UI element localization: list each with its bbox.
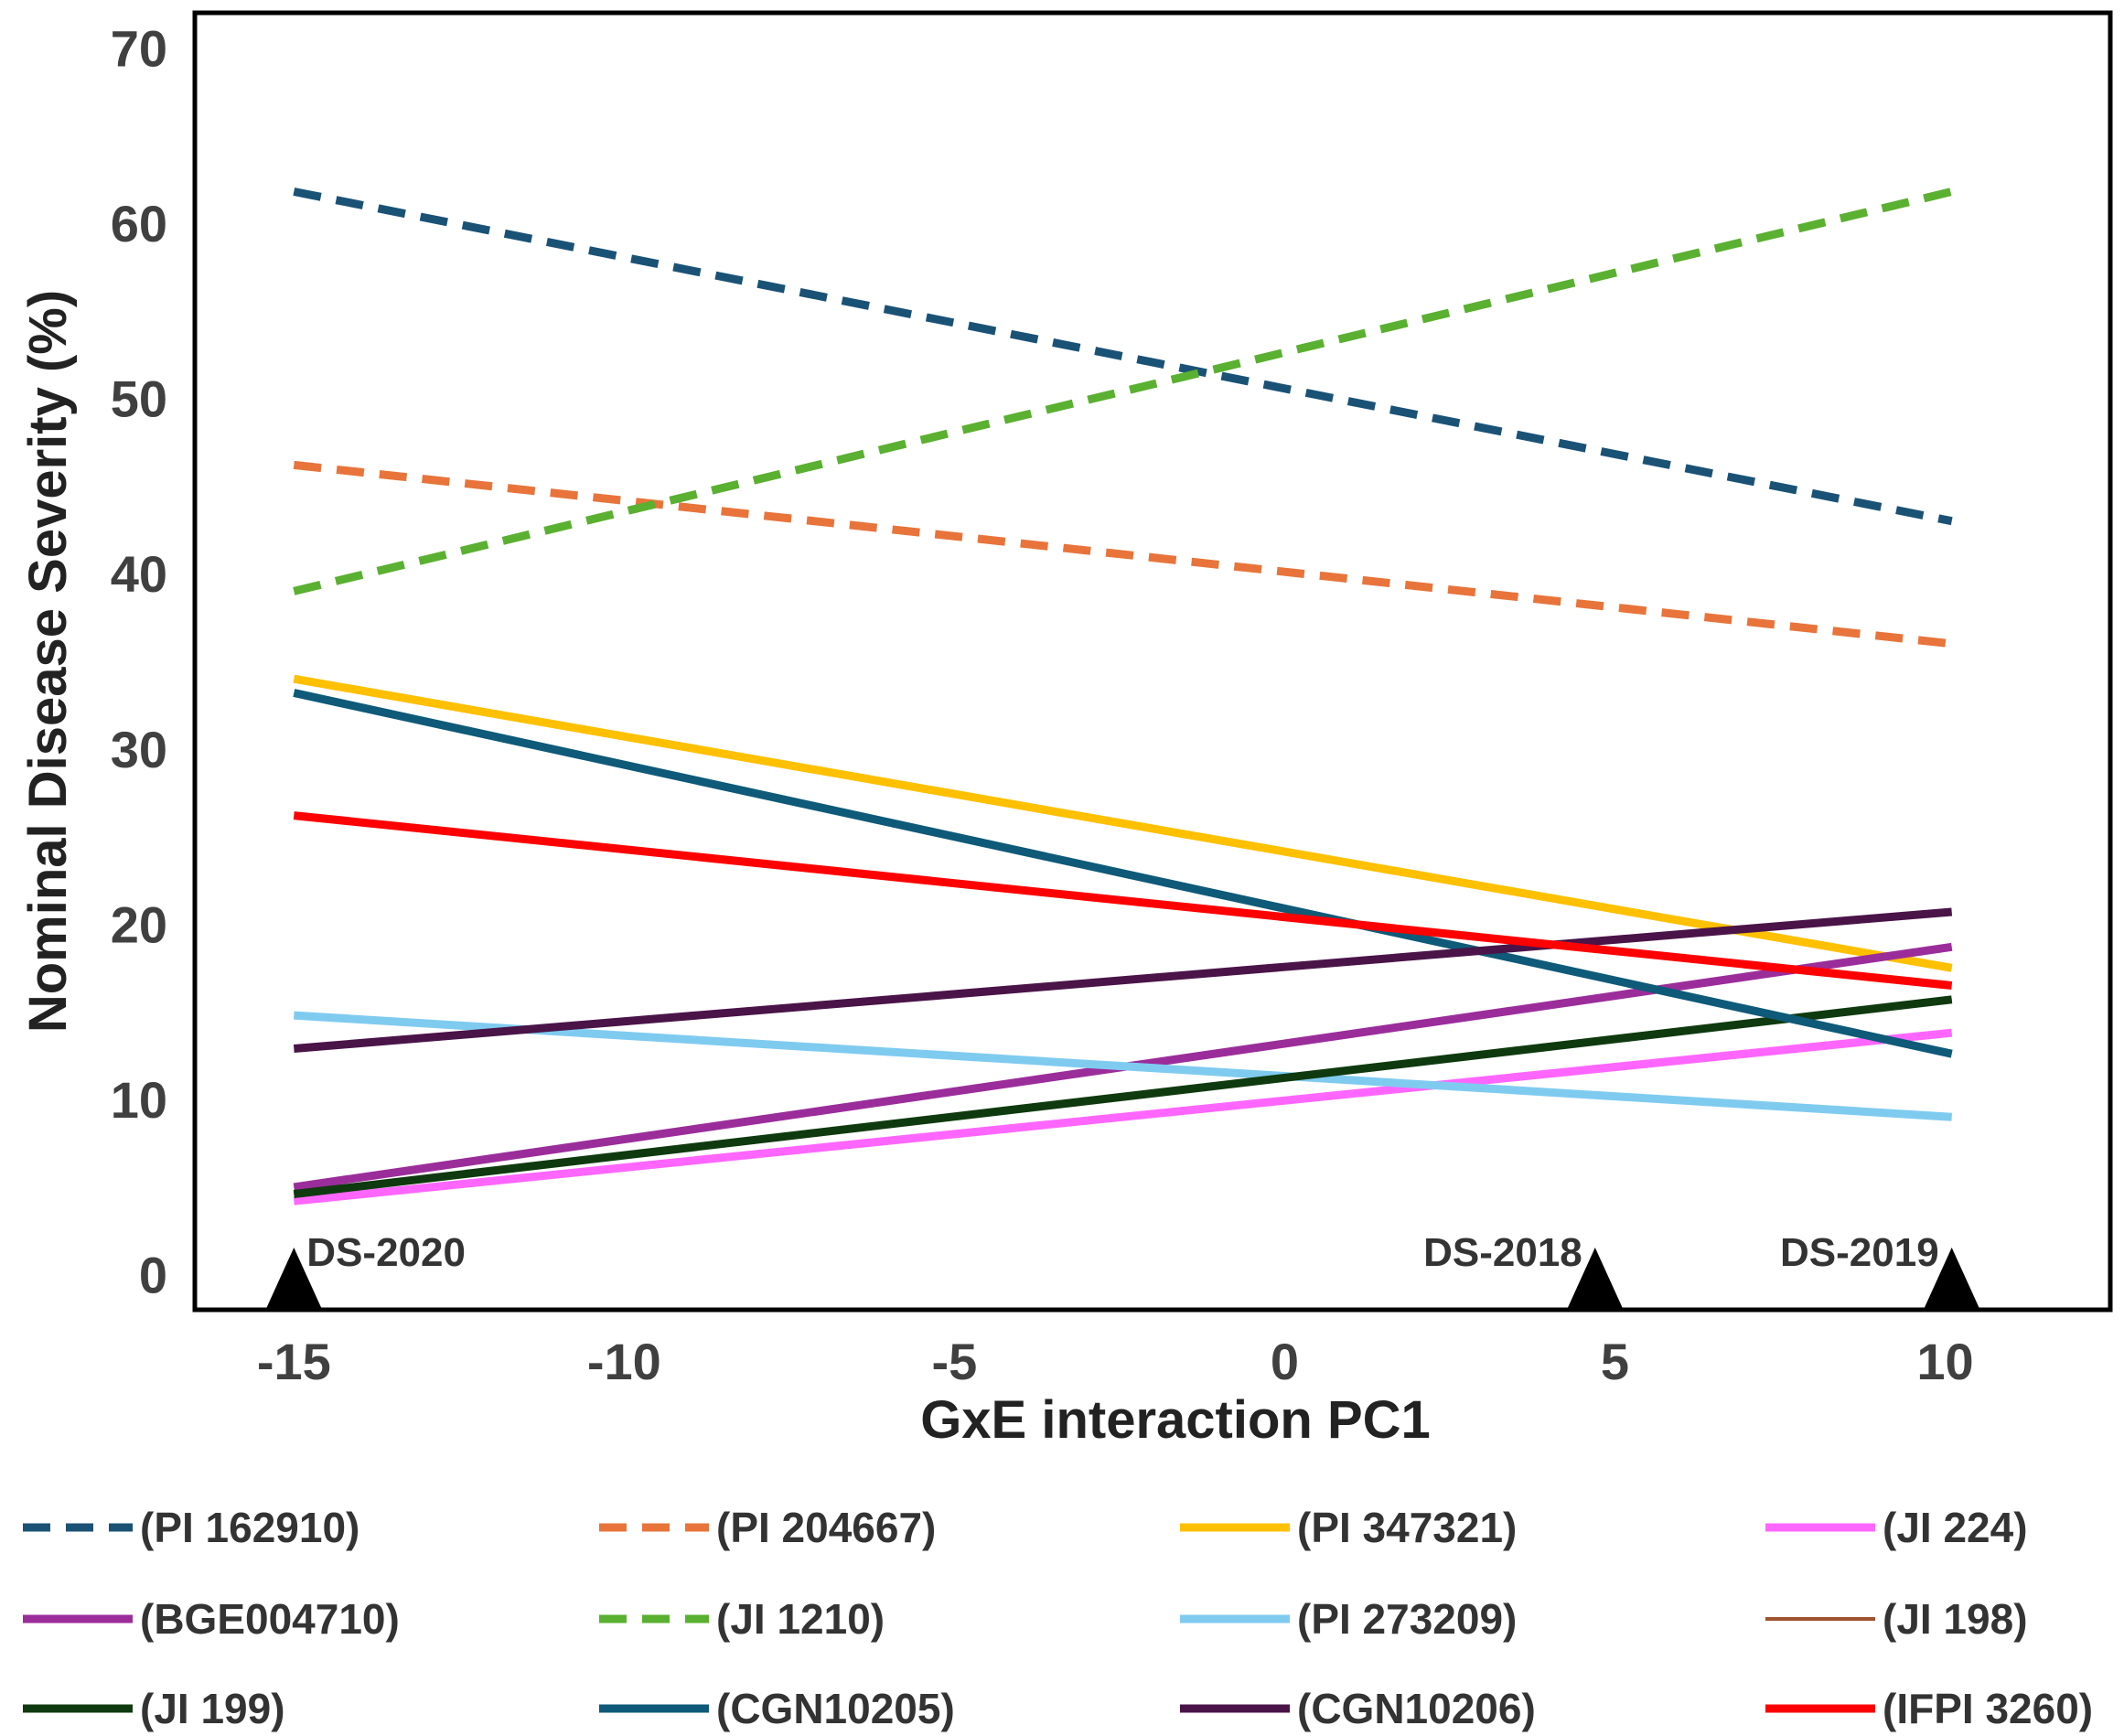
legend-label: (CGN10206) (1297, 1685, 1536, 1732)
environment-label-ds-2020: DS-2020 (306, 1230, 466, 1275)
y-tick-label: 10 (111, 1071, 167, 1129)
legend-label: (JI 198) (1883, 1595, 2028, 1643)
environment-marker-ds-2020 (266, 1248, 322, 1308)
series-line-cgn10206 (293, 907, 1953, 1053)
legend-item-pi-273209: (PI 273209) (1180, 1595, 1517, 1643)
legend-item-cgn10205: (CGN10205) (599, 1685, 955, 1732)
environment-label-ds-2018: DS-2018 (1423, 1230, 1582, 1275)
x-axis-title: GxE interaction PC1 (920, 1390, 1431, 1450)
series-line-ji-224 (293, 1028, 1953, 1206)
series-line-cgn10205 (293, 689, 1953, 1058)
x-tick-label: -15 (257, 1333, 331, 1390)
legend-label: (PI 273209) (1297, 1595, 1517, 1643)
legend: (PI 162910) (PI 204667) (PI 347321) (JI 224… (23, 1504, 2093, 1732)
legend-item-ji-198: (JI 198) (1765, 1595, 2028, 1643)
environment-marker-ds-2018 (1567, 1248, 1623, 1308)
legend-item-ifpi-3260: (IFPI 3260) (1765, 1685, 2093, 1732)
legend-label: (JI 224) (1883, 1504, 2028, 1551)
x-tick-label: 10 (1916, 1333, 1973, 1390)
legend-item-pi-162910: (PI 162910) (23, 1504, 359, 1551)
series-line-pi-347321 (293, 674, 1953, 972)
y-tick-label: 50 (111, 370, 167, 428)
legend-label: (BGE004710) (140, 1595, 400, 1643)
x-tick-label: -5 (931, 1333, 977, 1390)
legend-label: (JI 1210) (716, 1595, 885, 1643)
x-tick-label: 5 (1601, 1333, 1629, 1390)
series-line-pi-204667 (293, 460, 1953, 648)
legend-item-ji-1210: (JI 1210) (599, 1595, 885, 1643)
y-tick-label: 30 (111, 721, 167, 778)
environment-label-ds-2019: DS-2019 (1780, 1230, 1939, 1275)
legend-item-bge004710: (BGE004710) (23, 1595, 400, 1643)
x-tick-label: -10 (587, 1333, 661, 1390)
environment-marker-ds-2019 (1924, 1248, 1979, 1308)
legend-label: (JI 199) (140, 1685, 285, 1732)
legend-label: (CGN10205) (716, 1685, 955, 1732)
series-line-ji-1210 (293, 188, 1953, 595)
series-line-ji-199 (293, 995, 1953, 1198)
y-tick-label: 20 (111, 895, 167, 953)
plot-frame (192, 10, 2113, 1313)
legend-label: (PI 204667) (716, 1504, 936, 1551)
y-tick-label: 60 (111, 195, 167, 252)
y-tick-label: 0 (139, 1247, 167, 1304)
legend-label: (IFPI 3260) (1883, 1685, 2093, 1732)
x-tick-label: 0 (1271, 1333, 1299, 1390)
series-lines (293, 188, 1953, 1206)
legend-item-ji-224: (JI 224) (1765, 1504, 2028, 1551)
legend-item-pi-204667: (PI 204667) (599, 1504, 936, 1551)
legend-label: (PI 347321) (1297, 1504, 1517, 1551)
series-line-pi-273209 (294, 1011, 1952, 1121)
environment-markers: DS-2020 DS-2018 DS-2019 (266, 1230, 1979, 1308)
legend-item-ji-199: (JI 199) (23, 1685, 285, 1732)
legend-item-cgn10206: (CGN10206) (1180, 1685, 1536, 1732)
y-axis-title: Nominal Disease Severity (%) (18, 290, 78, 1033)
legend-label: (PI 162910) (140, 1504, 359, 1551)
y-tick-label: 70 (111, 19, 167, 77)
series-line-pi-162910 (293, 188, 1953, 526)
y-tick-label: 40 (111, 545, 167, 603)
series-line-ifpi-3260 (293, 811, 1953, 990)
axis-ticks: -15 -10 -5 0 5 10 0 10 20 30 40 50 60 70 (111, 19, 1974, 1390)
legend-item-pi-347321: (PI 347321) (1180, 1504, 1517, 1551)
